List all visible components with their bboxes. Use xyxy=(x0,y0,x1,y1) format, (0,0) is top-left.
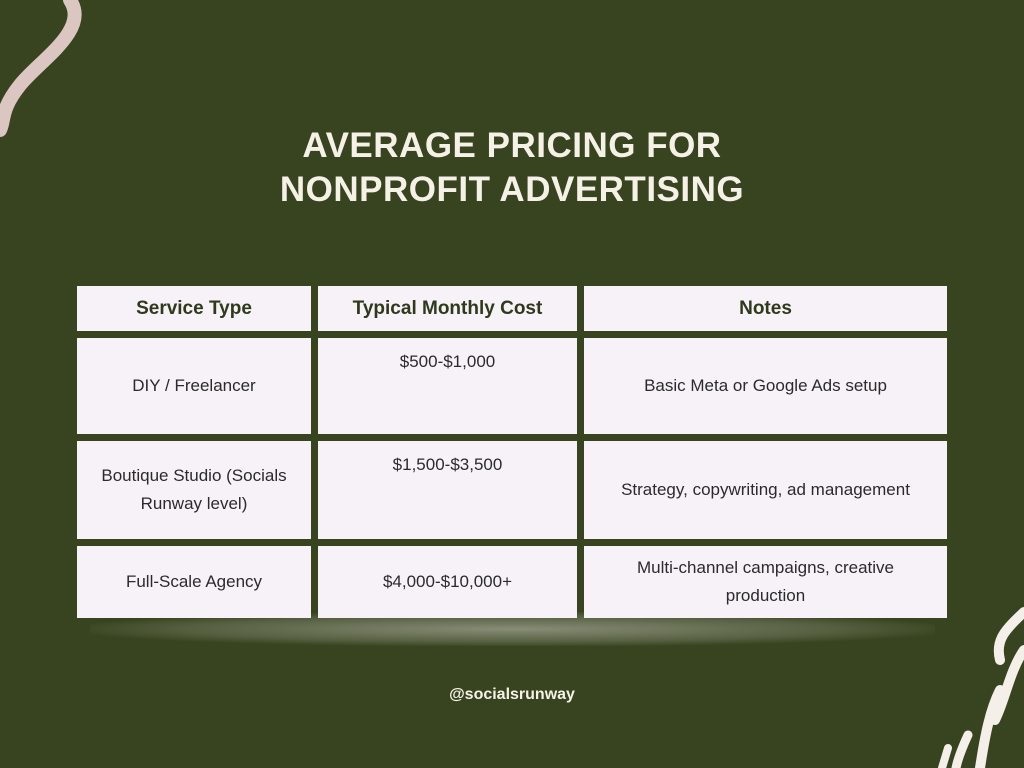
footer-handle: @socialsrunway xyxy=(449,686,575,703)
table-cell: DIY / Freelancer xyxy=(77,338,311,434)
table-cell: Multi-channel campaigns, creative produc… xyxy=(584,546,947,618)
title-line: AVERAGE PRICING FOR xyxy=(302,126,722,165)
table-cell: Basic Meta or Google Ads setup xyxy=(584,338,947,434)
table-cell: $4,000-$10,000+ xyxy=(318,546,577,618)
table-cell: $500-$1,000 xyxy=(318,338,577,434)
title-line: NONPROFIT ADVERTISING xyxy=(279,170,745,209)
table-cell: Full-Scale Agency xyxy=(77,546,311,618)
table-cell: Strategy, copywriting, ad management xyxy=(584,441,947,539)
header-cell: Notes xyxy=(584,286,947,331)
table-cell: $1,500-$3,500 xyxy=(318,441,577,539)
header-cell: Service Type xyxy=(77,286,311,331)
header-cell: Typical Monthly Cost xyxy=(318,286,577,331)
table-cell: Boutique Studio (Socials Runway level) xyxy=(77,441,311,539)
